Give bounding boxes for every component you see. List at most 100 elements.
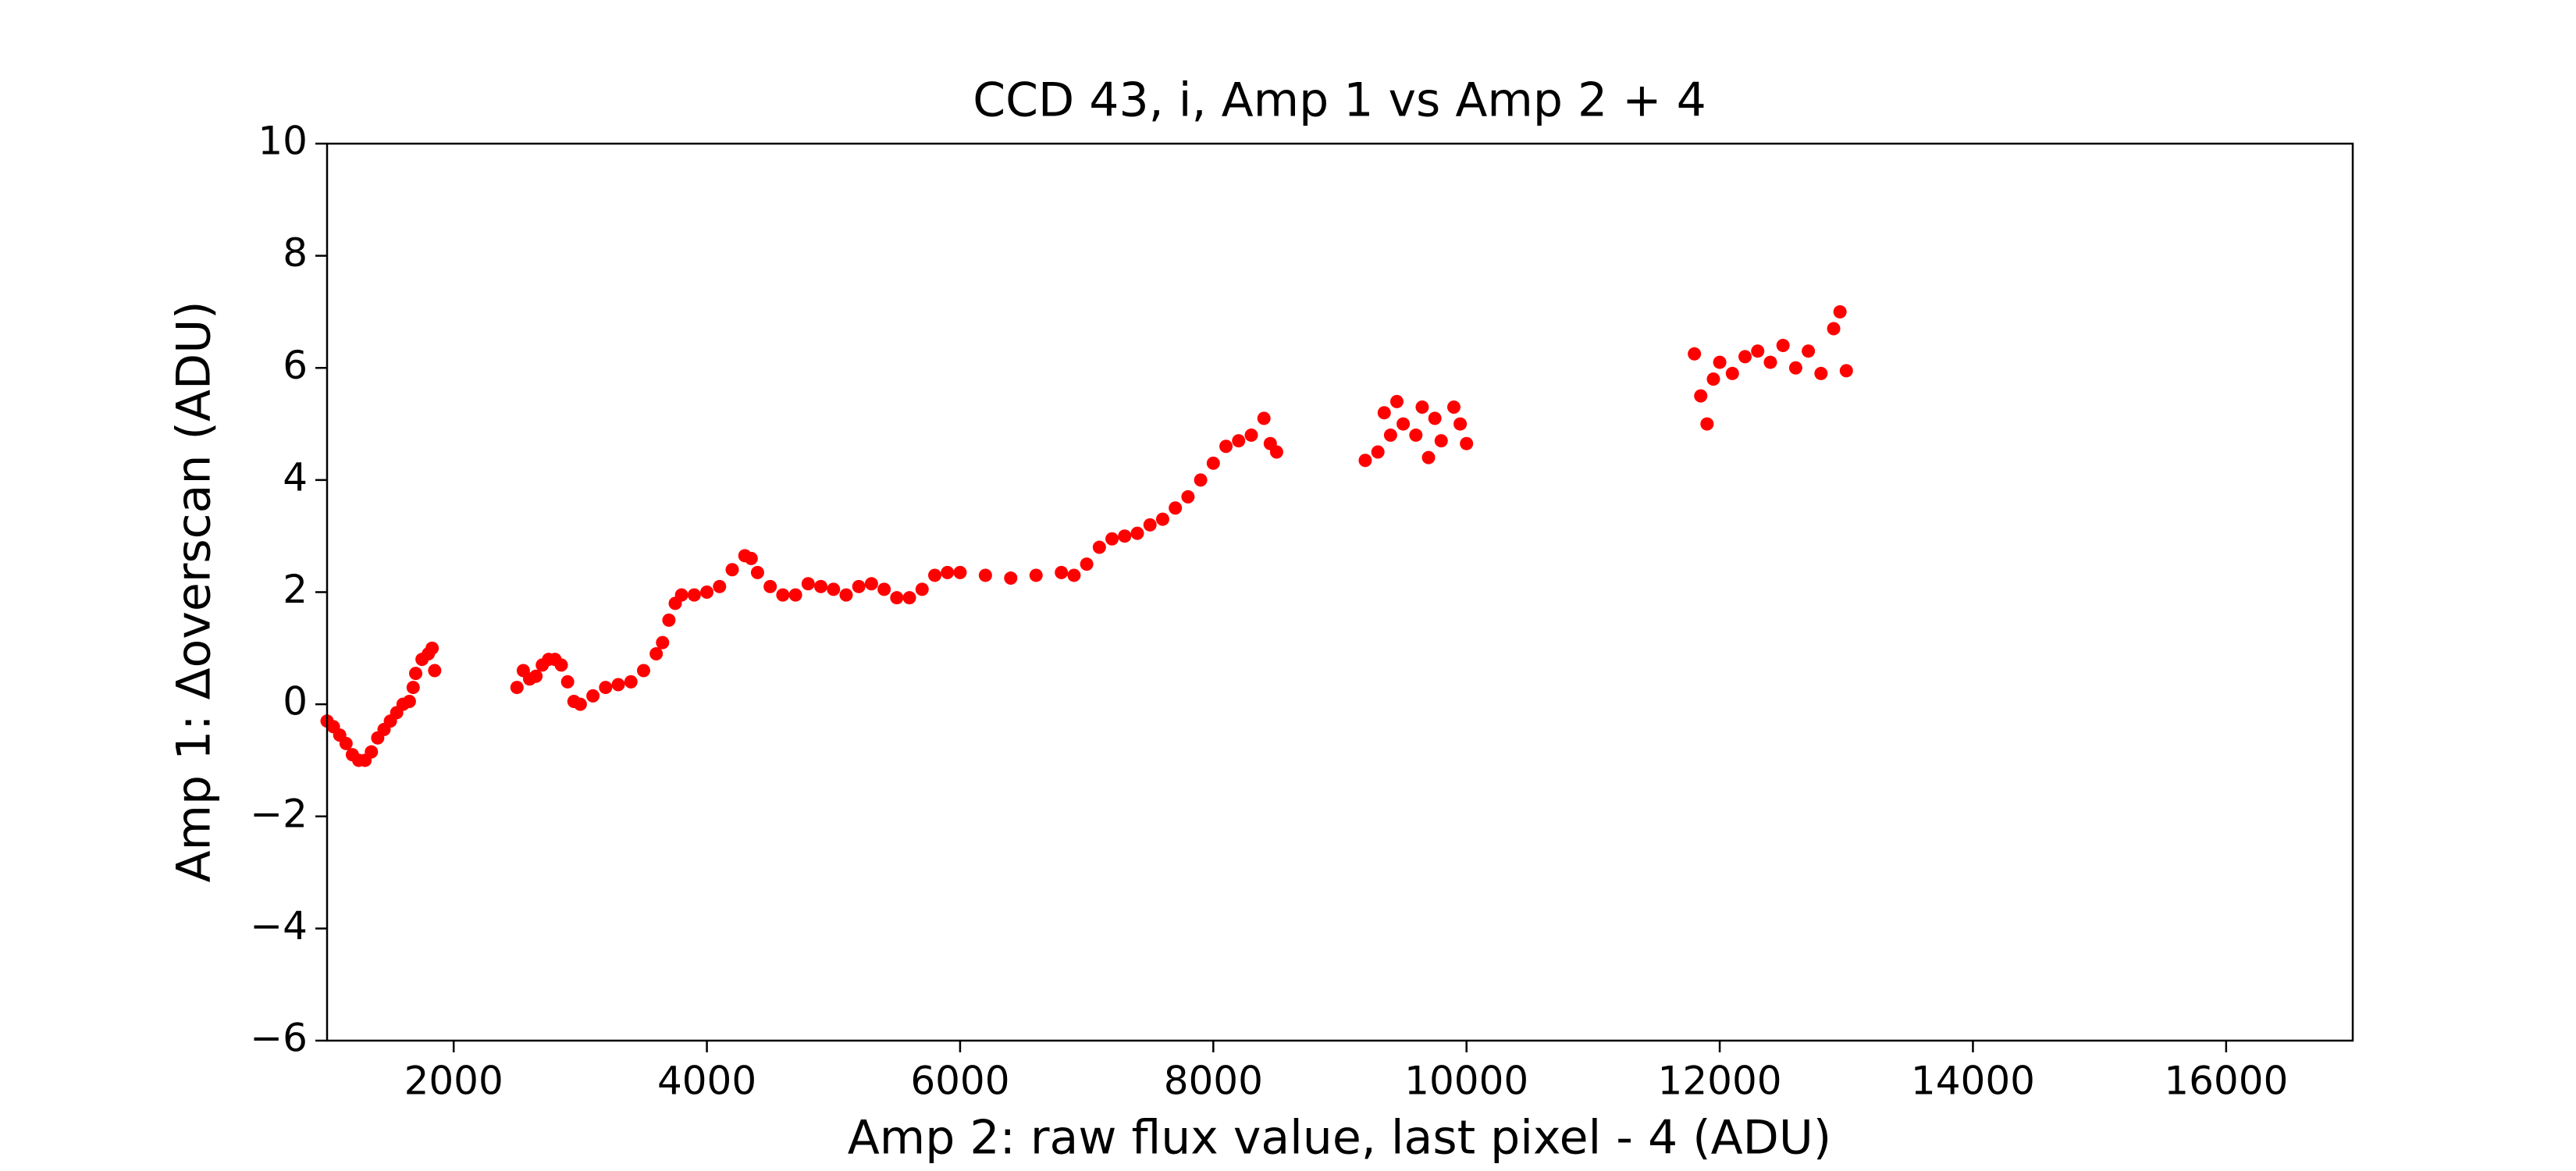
point: [687, 588, 701, 602]
point: [1143, 518, 1157, 532]
point: [1706, 372, 1720, 386]
x-tick-label: 6000: [910, 1059, 1009, 1104]
point: [1194, 473, 1208, 487]
point: [339, 736, 353, 750]
point: [636, 664, 650, 678]
point: [902, 591, 916, 605]
point: [510, 681, 524, 695]
point: [365, 745, 379, 759]
point: [1453, 417, 1468, 431]
point: [1415, 400, 1429, 415]
point: [1839, 364, 1853, 378]
y-tick-label: 2: [283, 567, 308, 612]
point: [1232, 434, 1246, 448]
point: [599, 681, 613, 695]
point: [406, 681, 420, 695]
point: [1776, 339, 1790, 353]
point: [744, 551, 758, 565]
point: [1802, 344, 1816, 358]
y-tick-label: 4: [283, 454, 308, 500]
y-tick-label: −6: [250, 1016, 308, 1061]
point: [402, 695, 416, 709]
point: [1092, 540, 1106, 554]
x-axis-label: Amp 2: raw flux value, last pixel - 4 (A…: [848, 1111, 1831, 1166]
x-tick-label: 16000: [2164, 1059, 2288, 1104]
y-tick-label: 10: [258, 119, 308, 164]
point: [1751, 344, 1765, 358]
point: [763, 579, 777, 593]
y-tick-label: 0: [283, 679, 308, 724]
point: [928, 568, 941, 582]
point: [624, 674, 638, 689]
point: [1688, 347, 1702, 361]
point: [776, 588, 790, 602]
point: [428, 664, 442, 678]
point: [839, 588, 853, 602]
point: [1358, 454, 1372, 468]
point: [1219, 440, 1233, 454]
point: [1169, 501, 1183, 515]
point: [877, 582, 891, 596]
point: [1067, 568, 1081, 582]
point: [1206, 456, 1220, 470]
y-tick-label: −2: [250, 791, 308, 836]
point: [425, 641, 439, 655]
point: [1105, 532, 1119, 546]
point: [1383, 428, 1397, 442]
point: [1377, 406, 1391, 420]
point: [953, 565, 967, 579]
point: [1269, 445, 1283, 459]
point: [1371, 445, 1385, 459]
point: [890, 591, 904, 605]
point: [1397, 417, 1411, 431]
x-tick-label: 14000: [1911, 1059, 2035, 1104]
point: [827, 582, 841, 596]
x-tick-label: 12000: [1658, 1059, 1782, 1104]
point: [1738, 350, 1752, 364]
plot-frame: [326, 142, 2354, 1042]
point: [1409, 428, 1423, 442]
point: [573, 697, 587, 711]
point: [1004, 571, 1018, 586]
y-tick-label: −4: [250, 903, 308, 949]
x-tick-label: 2000: [404, 1059, 503, 1104]
point: [1713, 355, 1727, 369]
point: [656, 635, 670, 650]
point: [1155, 512, 1169, 526]
point: [1244, 428, 1258, 442]
point: [1725, 366, 1739, 380]
point: [1814, 366, 1828, 380]
point: [713, 579, 727, 593]
point: [1833, 304, 1847, 319]
point: [662, 613, 676, 627]
x-tick-label: 8000: [1164, 1059, 1263, 1104]
y-tick-label: 6: [283, 343, 308, 388]
point: [1029, 568, 1043, 582]
point: [1181, 489, 1195, 504]
x-tick-label: 4000: [657, 1059, 756, 1104]
point: [1428, 411, 1442, 425]
point: [560, 674, 575, 689]
point: [1257, 411, 1271, 425]
point: [915, 582, 929, 596]
point: [409, 667, 423, 681]
point: [1788, 361, 1802, 375]
point: [1055, 565, 1069, 579]
point: [1700, 417, 1714, 431]
y-axis-label: Amp 1: Δoverscan (ADU): [167, 301, 222, 882]
point: [586, 689, 600, 703]
point: [978, 568, 992, 582]
point: [852, 579, 866, 593]
point: [941, 565, 955, 579]
point: [554, 658, 568, 672]
point: [801, 577, 815, 591]
point: [649, 646, 664, 660]
point: [1118, 529, 1132, 543]
point: [674, 588, 688, 602]
point: [1446, 400, 1461, 415]
point: [529, 669, 543, 683]
point: [1460, 436, 1474, 450]
point: [1827, 322, 1841, 336]
x-tick-label: 10000: [1404, 1059, 1528, 1104]
